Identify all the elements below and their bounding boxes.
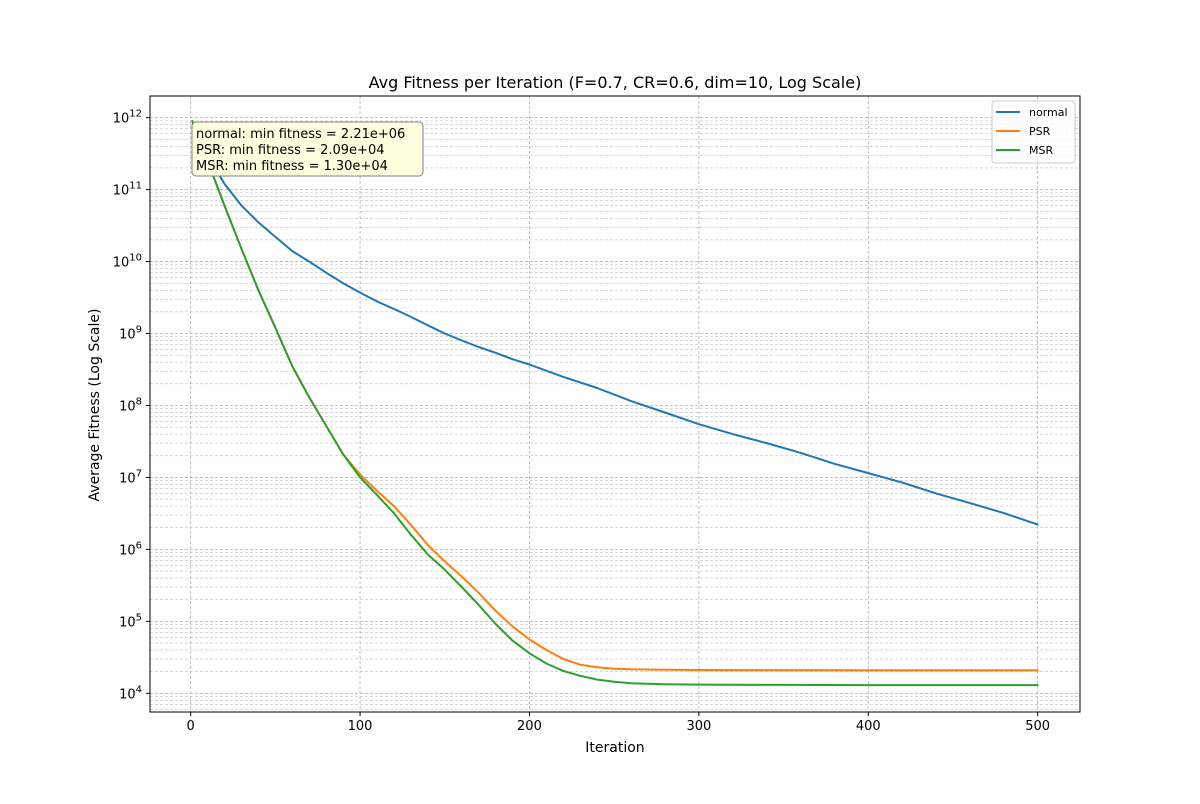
y-tick-label: 105: [119, 612, 142, 630]
x-tick-label: 100: [348, 719, 373, 734]
x-tick-label: 500: [1025, 719, 1050, 734]
grid-layer: [150, 95, 1080, 712]
x-tick-label: 300: [686, 719, 711, 734]
y-tick-label: 104: [119, 684, 142, 702]
x-tick-label: 400: [856, 719, 881, 734]
legend-frame: [991, 100, 1076, 164]
series-line-msr: [191, 120, 1039, 687]
y-tick-label: 108: [119, 396, 142, 414]
annotation-background: [191, 121, 424, 177]
series-line-normal: [191, 120, 1039, 526]
tick-layer: 0 100 200 300 400 500 104 105 106 107 108 109 1010 10…: [113, 109, 1050, 734]
annotation-line: MSR: min fitness = 1.30e+04: [196, 159, 388, 174]
annotation-box: normal: min fitness = 2.21e+06 PSR: min …: [191, 121, 424, 177]
legend: normal PSR MSR: [991, 100, 1076, 164]
chart-title: Avg Fitness per Iteration (F=0.7, CR=0.6…: [369, 73, 862, 92]
y-tick-label: 1010: [113, 253, 142, 271]
y-tick-label: 109: [119, 325, 142, 343]
legend-label-normal: normal: [1029, 106, 1068, 119]
x-axis-label: Iteration: [585, 740, 644, 756]
x-tick-label: 0: [187, 719, 195, 734]
y-tick-label: 1011: [113, 181, 142, 199]
x-tick-label: 200: [517, 719, 542, 734]
y-tick-label: 1012: [113, 109, 142, 127]
plot-frame: [149, 95, 1081, 713]
annotation-line: normal: min fitness = 2.21e+06: [196, 127, 405, 142]
legend-label-msr: MSR: [1029, 144, 1053, 157]
legend-label-psr: PSR: [1029, 125, 1051, 138]
y-tick-label: 107: [119, 468, 142, 486]
annotation-line: PSR: min fitness = 2.09e+04: [196, 143, 385, 158]
series-layer: [191, 120, 1039, 687]
y-axis-label: Average Fitness (Log Scale): [87, 309, 103, 502]
y-tick-label: 106: [119, 540, 142, 558]
